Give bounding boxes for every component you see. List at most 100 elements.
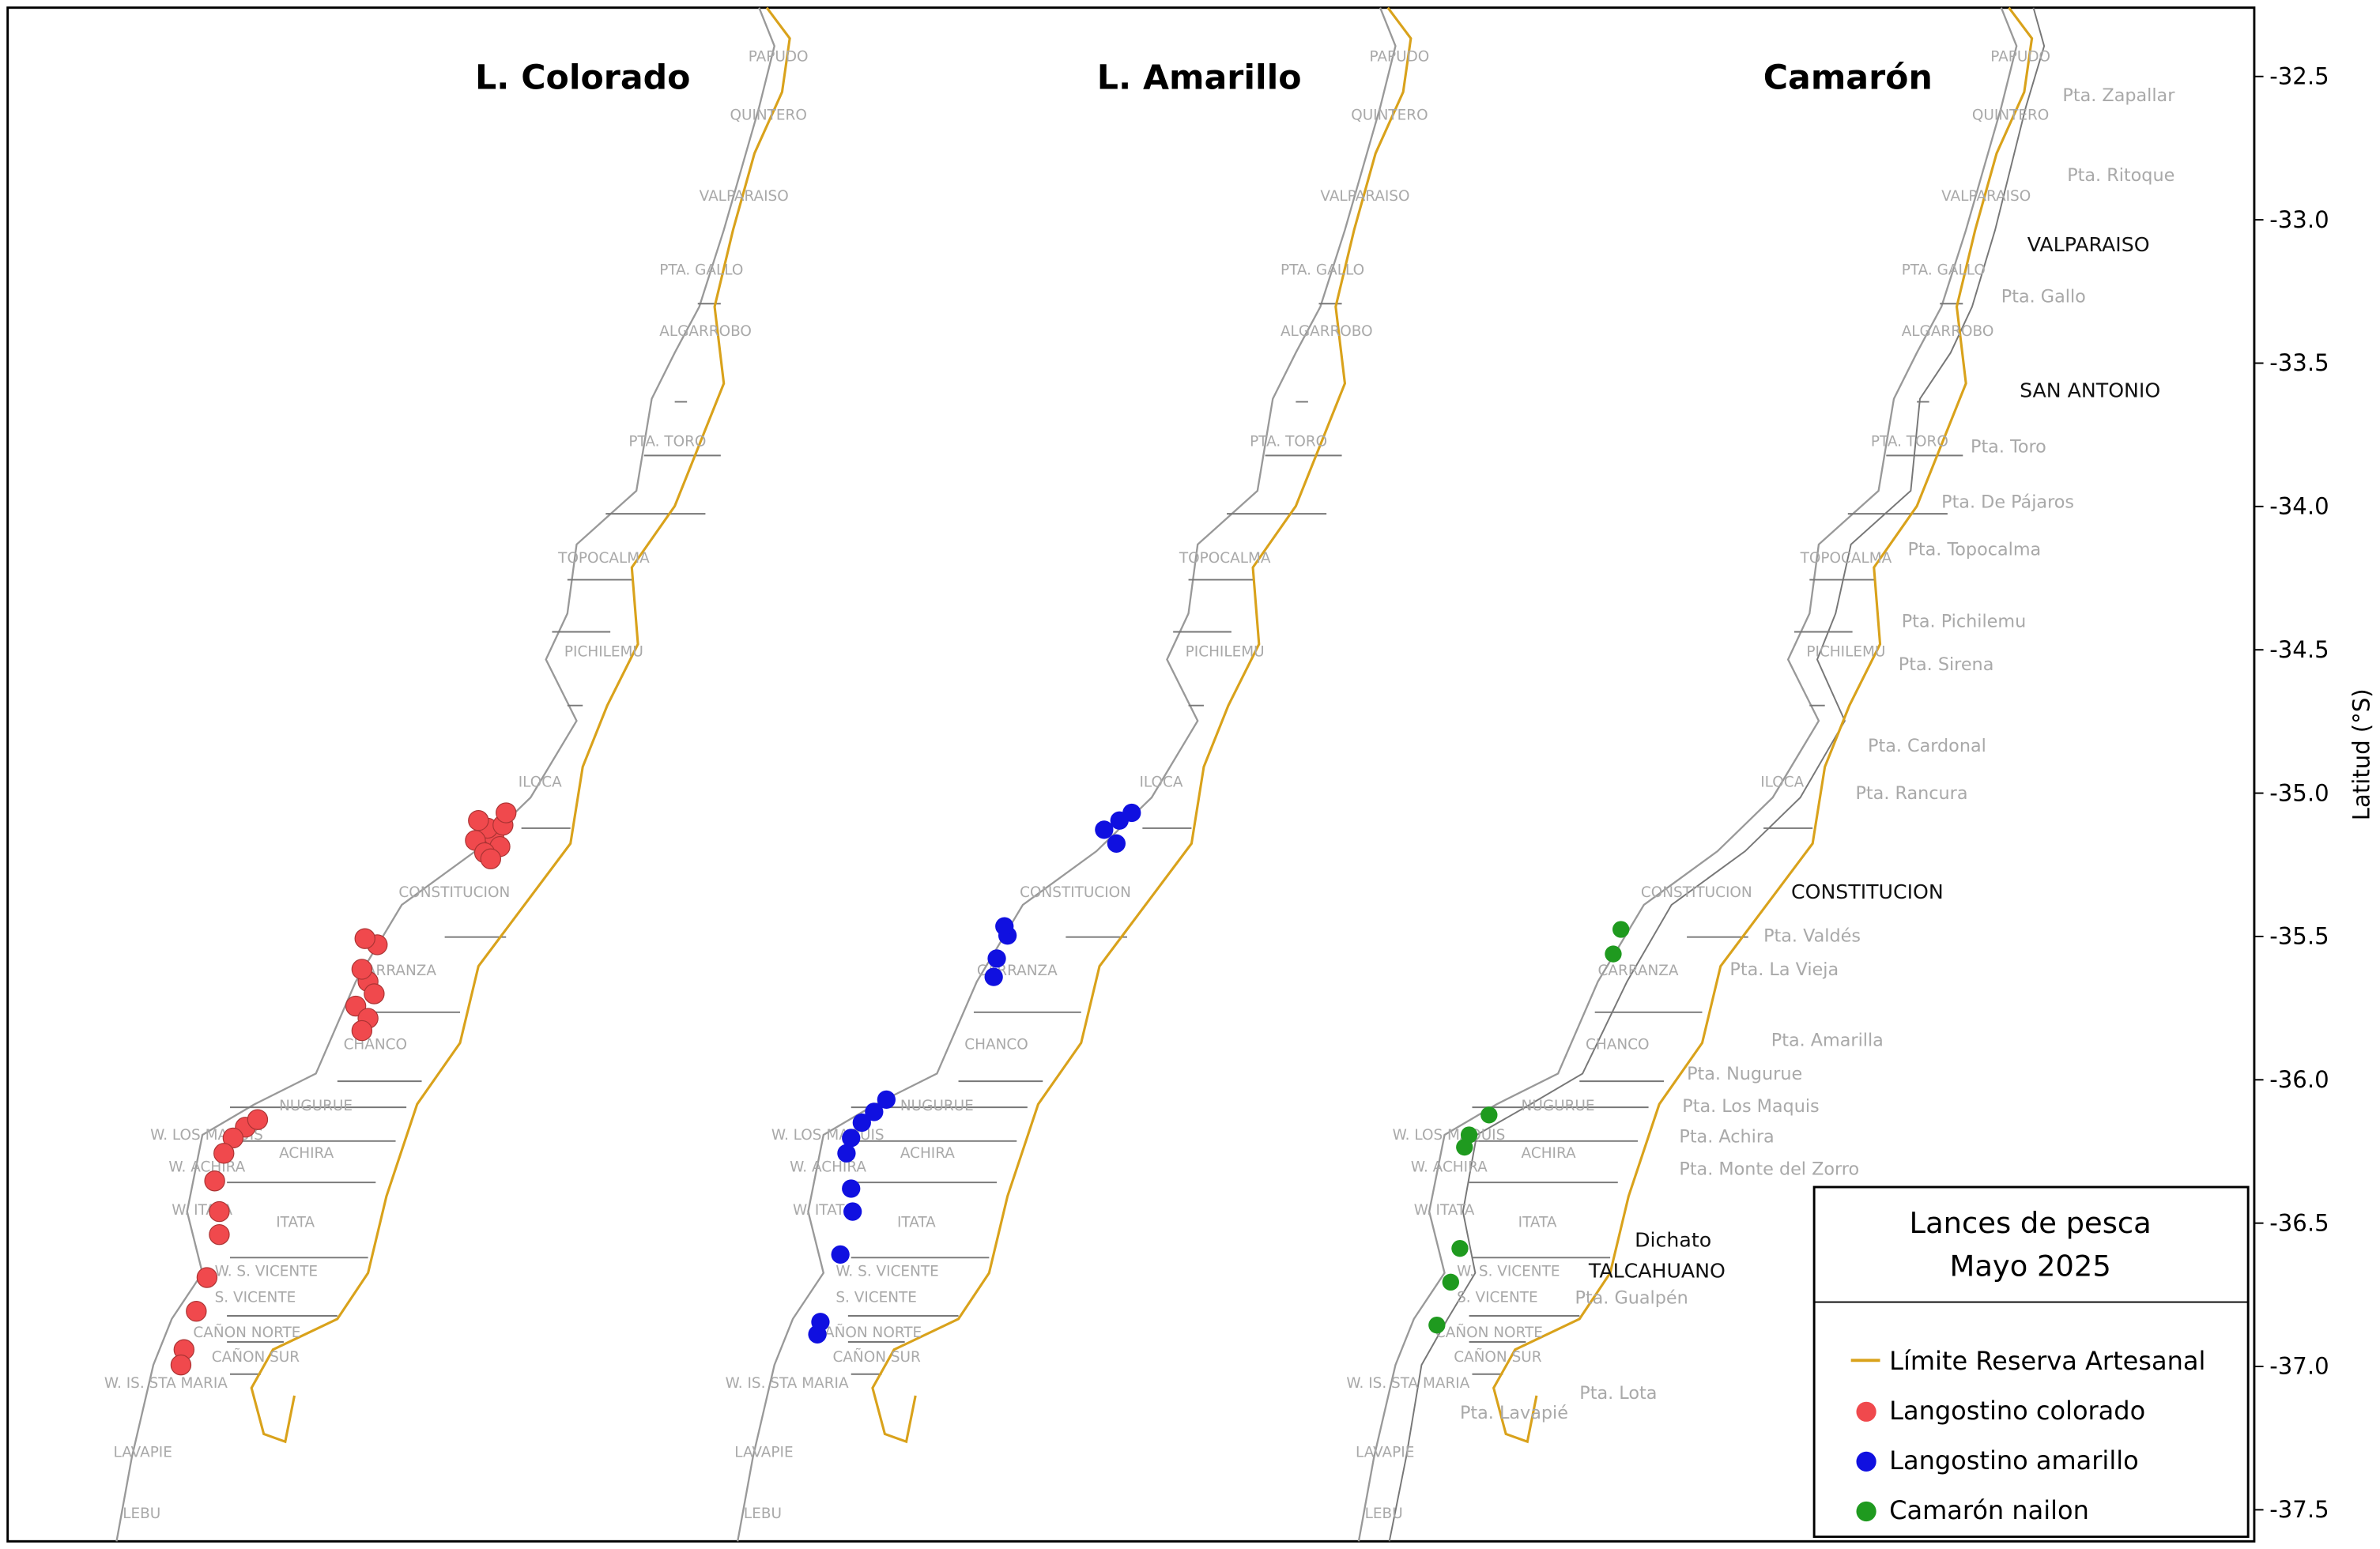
legend-swatch [1856, 1501, 1876, 1522]
zone-label: ITATA [897, 1214, 936, 1231]
zone-label: W. ACHIRA [1411, 1159, 1488, 1176]
zone-label: PICHILEMU [1806, 644, 1885, 661]
zone-label: W. IS. STA MARIA [104, 1375, 228, 1392]
zone-label: W. ACHIRA [168, 1159, 245, 1176]
place-label: TALCAHUANO [1588, 1260, 1726, 1283]
zone-label: TOPOCALMA [557, 550, 650, 567]
fishing-set [1442, 1273, 1459, 1291]
zone-label: ITATA [276, 1214, 315, 1231]
zone-label: PICHILEMU [564, 644, 643, 661]
fishing-set [1428, 1317, 1446, 1334]
zone-label: ALGARROBO [659, 323, 752, 340]
fishing-set [837, 1144, 856, 1163]
fishing-set [1612, 921, 1630, 938]
place-label: Pta. Toro [1971, 436, 2046, 457]
place-label: Pta. Los Maquis [1682, 1096, 1819, 1117]
place-label: Pta. Achira [1679, 1127, 1774, 1148]
zone-label: S. VICENTE [1457, 1290, 1538, 1306]
zone-label: CARRANZA [1598, 963, 1679, 979]
y-tick-label: -36.0 [2269, 1066, 2329, 1093]
zone-label: CAÑON NORTE [814, 1324, 922, 1341]
zone-label: CHANCO [964, 1036, 1028, 1053]
fishing-set [354, 928, 375, 949]
y-tick-label: -34.0 [2269, 493, 2329, 520]
zone-label: PTA. TORO [1871, 434, 1948, 450]
axis-label: Latitud (°S) [2348, 688, 2374, 820]
zone-label: ITATA [1518, 1214, 1557, 1231]
place-label: Pta. Monte del Zorro [1679, 1159, 1859, 1179]
zone-label: QUINTERO [1972, 107, 2049, 123]
y-tick-label: -36.5 [2269, 1209, 2329, 1236]
place-label: Pta. Lota [1579, 1383, 1657, 1404]
zone-label: S. VICENTE [835, 1290, 917, 1306]
place-label: Pta. Ritoque [2067, 165, 2174, 186]
zone-label: PAPUDO [749, 49, 809, 66]
y-tick-label: -33.0 [2269, 206, 2329, 233]
fishing-set [247, 1109, 269, 1130]
zone-label: ILOCA [1760, 774, 1804, 791]
zone-label: PAPUDO [1369, 49, 1429, 66]
panel-title: Camarón [1763, 58, 1933, 98]
reserve-limit [871, 6, 1413, 1444]
zone-label: CONSTITUCION [1020, 884, 1131, 901]
fishing-set [1095, 820, 1114, 839]
zone-label: PAPUDO [1990, 49, 2050, 66]
reserve-limit [250, 6, 791, 1444]
fishing-set [842, 1129, 861, 1148]
zone-label: W. S. VICENTE [215, 1264, 318, 1280]
zone-label: ALGARROBO [1281, 323, 1373, 340]
legend-title: Lances de pesca [1910, 1206, 2152, 1240]
place-label: Pta. Sirena [1899, 654, 1994, 675]
fishing-set [1480, 1106, 1498, 1124]
zone-label: VALPARAISO [1941, 188, 2031, 205]
zone-label: CAÑON SUR [832, 1348, 921, 1366]
zone-label: CONSTITUCION [1641, 884, 1752, 901]
panel-title: L. Amarillo [1097, 58, 1302, 98]
fishing-set [364, 983, 385, 1004]
legend-swatch [1856, 1451, 1876, 1472]
fishing-set [480, 848, 502, 869]
fishing-set [1451, 1239, 1469, 1257]
panel: PAPUDO QUINTERO VALPARAISO PTA. GALLO ALGARR… [104, 6, 809, 1542]
fishing-set [984, 967, 1003, 986]
fishing-set [831, 1245, 850, 1264]
place-label: Pta. Zapallar [2062, 85, 2175, 106]
zone-label: ILOCA [1139, 774, 1182, 791]
panel: PAPUDO QUINTERO VALPARAISO PTA. GALLO ALGARR… [726, 6, 1429, 1542]
fishing-set [209, 1200, 230, 1223]
y-tick-label: -34.5 [2269, 636, 2329, 663]
fishing-set [852, 1113, 871, 1133]
zone-label: CAÑON NORTE [1435, 1324, 1543, 1341]
y-tick-label: -35.5 [2269, 923, 2329, 950]
panel: PAPUDO QUINTERO VALPARAISO PTA. GALLO ALGARR… [1346, 6, 2050, 1542]
place-label: CONSTITUCION [1791, 880, 1944, 903]
zone-label: VALPARAISO [1320, 188, 1409, 205]
zone-label: TOPOCALMA [1800, 550, 1892, 567]
legend-swatch [1856, 1401, 1876, 1422]
fishing-set [987, 949, 1006, 968]
zone-label: W. ITATA [793, 1202, 854, 1219]
zone-label: CAÑON NORTE [193, 1324, 300, 1341]
fishing-set [170, 1354, 192, 1376]
fishing-set [213, 1143, 235, 1164]
zone-label: W. ITATA [1414, 1202, 1475, 1219]
place-label: Dichato [1635, 1229, 1711, 1252]
zone-label: TOPOCALMA [1179, 550, 1271, 567]
zone-label: NUGURUE [279, 1098, 353, 1114]
legend-title: Mayo 2025 [1950, 1249, 2111, 1283]
y-tick-label: -33.5 [2269, 349, 2329, 376]
fishing-set [351, 1019, 373, 1042]
zone-label: NUGURUE [900, 1098, 974, 1114]
y-tick-label: -37.0 [2269, 1353, 2329, 1380]
legend: Lances de pesca Mayo 2025 Límite Reserva A… [1812, 1185, 2250, 1538]
zone-label: PICHILEMU [1186, 644, 1265, 661]
zone-label: ALGARROBO [1902, 323, 1994, 340]
zone-label: W. IS. STA MARIA [726, 1375, 849, 1392]
zone-label: VALPARAISO [700, 188, 789, 205]
place-label: VALPARAISO [2027, 233, 2150, 256]
zone-label: PTA. TORO [628, 434, 706, 450]
panel-title: L. Colorado [475, 58, 691, 98]
zone-label: W. S. VICENTE [1457, 1264, 1560, 1280]
coastline [1357, 7, 2018, 1542]
